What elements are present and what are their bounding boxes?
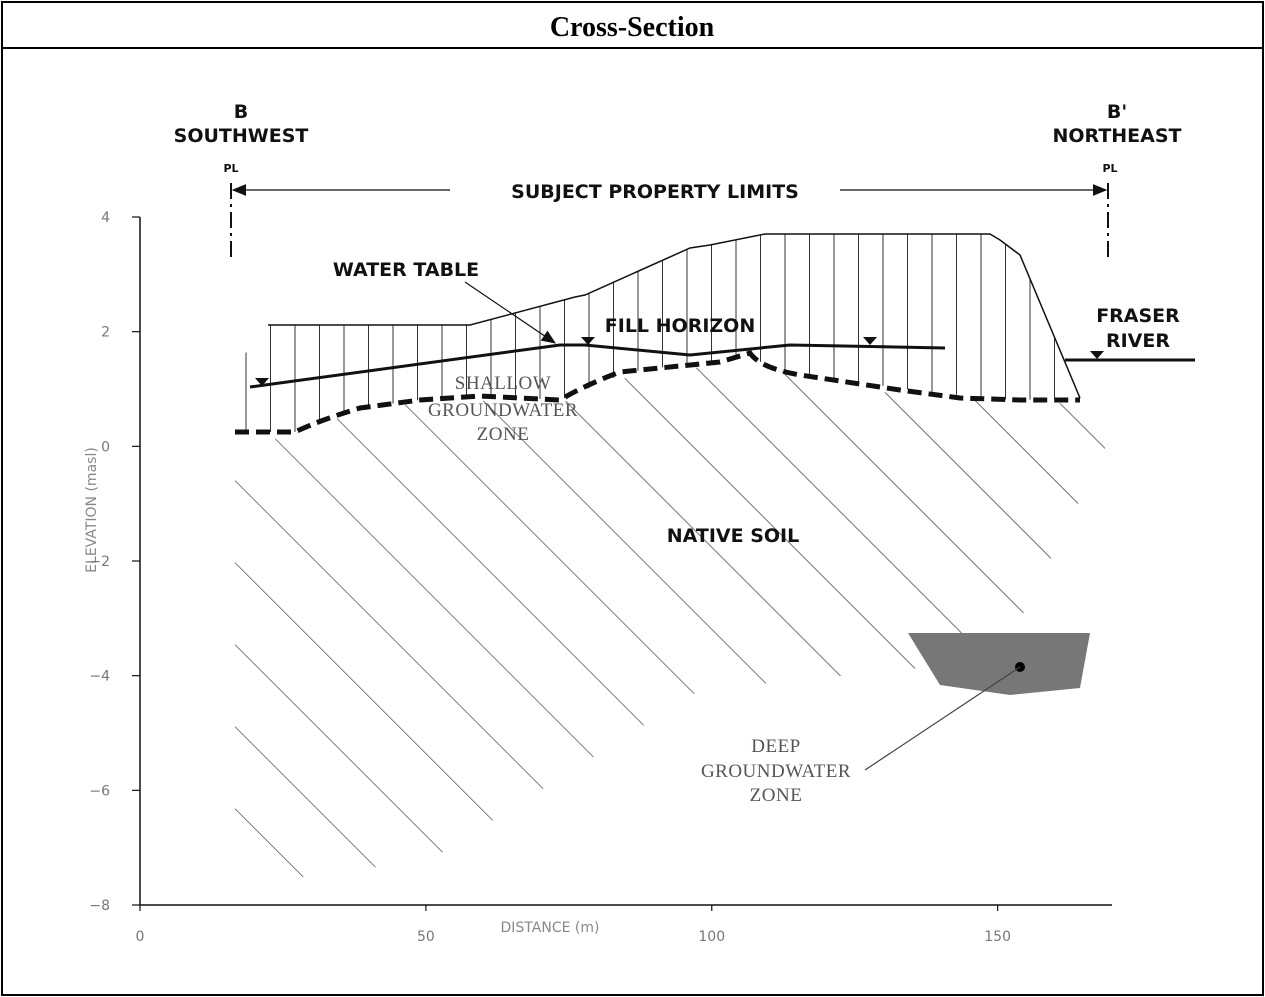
x-tick-label: 0 bbox=[136, 929, 145, 945]
property-limits: SUBJECT PROPERTY LIMITS bbox=[511, 181, 799, 203]
pl-marker: PL bbox=[1102, 162, 1117, 175]
deep-zone-shape bbox=[908, 633, 1090, 695]
end-direction: NORTHEAST bbox=[1052, 125, 1181, 147]
y-tick-label: 4 bbox=[101, 210, 110, 226]
y-tick-label: −6 bbox=[89, 783, 110, 799]
y-tick-label: −2 bbox=[89, 554, 110, 570]
deep-zone-leader bbox=[864, 666, 1021, 771]
shallow-zone: ZONE bbox=[477, 424, 530, 445]
x-axis-label: DISTANCE (m) bbox=[501, 920, 600, 936]
y-tick-label: −4 bbox=[89, 669, 110, 685]
fraser-river: RIVER bbox=[1106, 330, 1170, 352]
x-tick-label: 100 bbox=[698, 929, 725, 945]
deep-zone: GROUNDWATER bbox=[701, 761, 851, 782]
water-table-line bbox=[249, 343, 946, 389]
title: Cross-Section bbox=[550, 12, 715, 43]
y-tick-label: 0 bbox=[101, 439, 110, 455]
deep-zone: DEEP bbox=[751, 736, 801, 757]
x-tick-label: 50 bbox=[417, 929, 435, 945]
water-symbols bbox=[255, 337, 1104, 386]
y-axis-label: ELEVATION (masl) bbox=[84, 447, 100, 573]
water-table: WATER TABLE bbox=[333, 259, 479, 281]
fill-hatch bbox=[240, 234, 1080, 432]
shallow-zone: GROUNDWATER bbox=[428, 400, 578, 421]
native-soil: NATIVE SOIL bbox=[667, 525, 799, 547]
y-tick-label: 2 bbox=[101, 325, 110, 341]
x-tick-label: 150 bbox=[984, 929, 1011, 945]
ground-surface bbox=[268, 233, 1081, 399]
end-direction: SOUTHWEST bbox=[174, 125, 309, 147]
fill-horizon: FILL HORIZON bbox=[605, 315, 755, 337]
water-table-leader bbox=[464, 281, 556, 344]
pl-marker: PL bbox=[223, 162, 238, 175]
native-soil-hatch bbox=[235, 360, 1105, 880]
end-label: B' bbox=[1107, 101, 1127, 123]
deep-zone: ZONE bbox=[750, 785, 803, 806]
fraser-river: FRASER bbox=[1096, 305, 1180, 327]
end-label: B bbox=[234, 101, 248, 123]
shallow-zone: SHALLOW bbox=[455, 373, 551, 394]
y-tick-label: −8 bbox=[89, 898, 110, 914]
fill-base bbox=[235, 350, 1080, 435]
